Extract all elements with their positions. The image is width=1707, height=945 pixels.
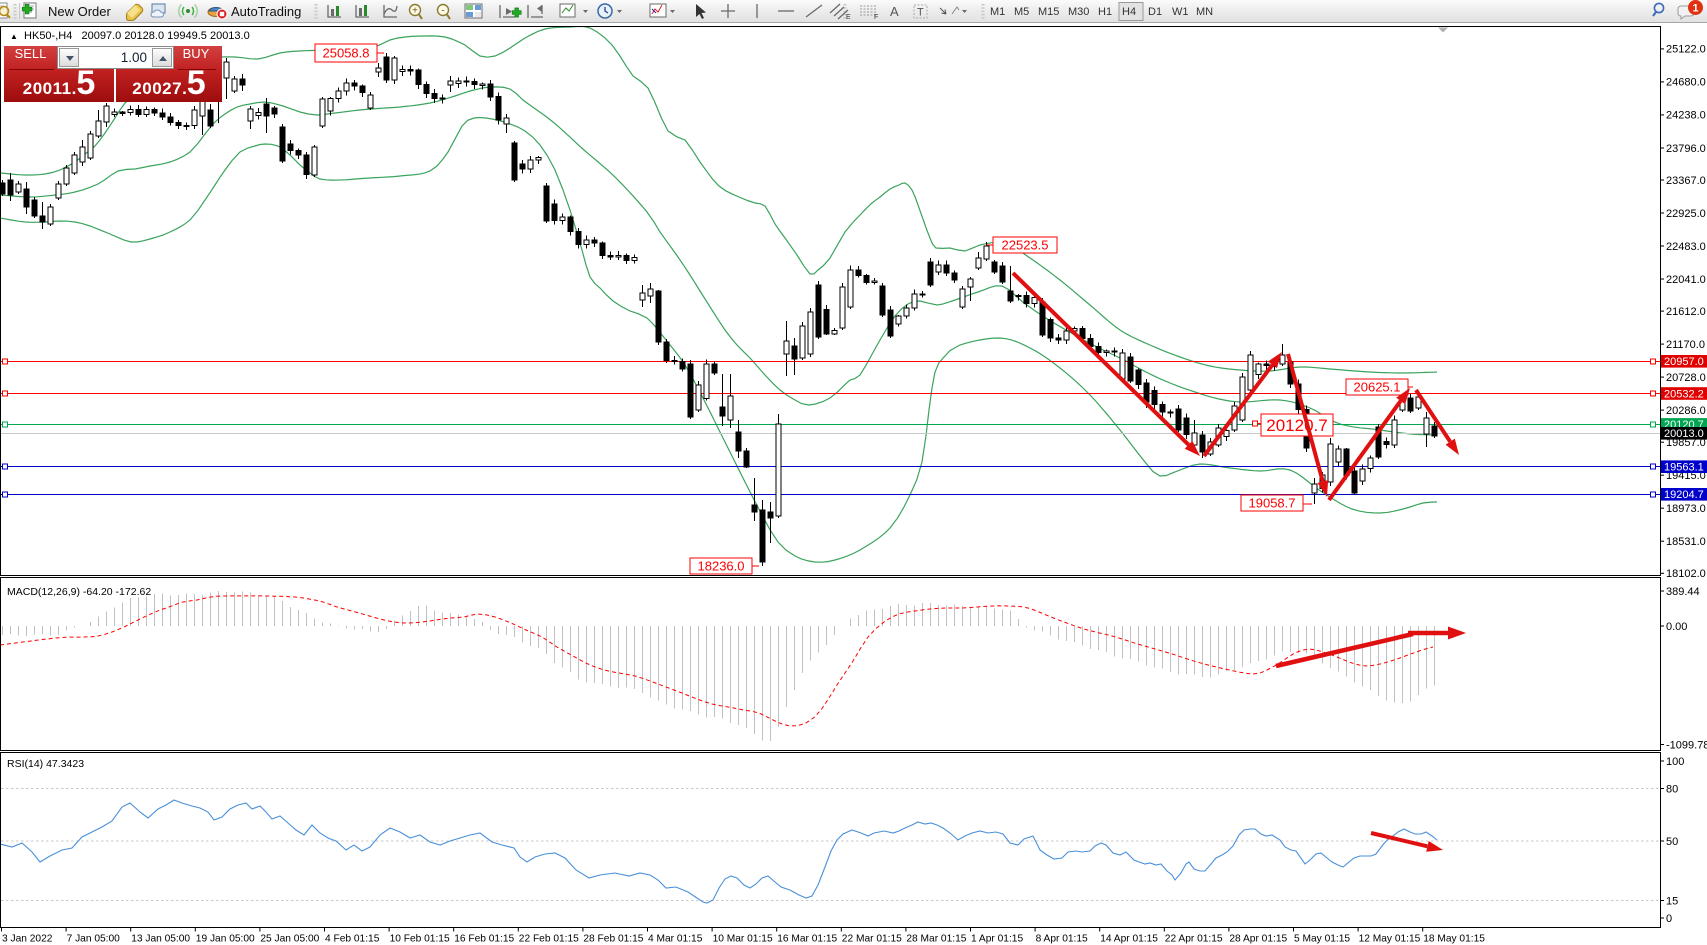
svg-text:20120.7: 20120.7 [1266,416,1327,435]
svg-text:22523.5: 22523.5 [1002,238,1049,253]
svg-text:W1: W1 [1172,6,1189,18]
svg-text:19204.7: 19204.7 [1664,489,1704,501]
svg-text:23367.0: 23367.0 [1666,175,1706,187]
svg-text:25122.0: 25122.0 [1666,44,1706,56]
svg-text:28 Feb 01:15: 28 Feb 01:15 [583,934,643,945]
svg-text:-1099.78: -1099.78 [1666,739,1707,751]
svg-text:22 Apr 01:15: 22 Apr 01:15 [1165,934,1223,945]
svg-text:4 Mar 01:15: 4 Mar 01:15 [648,934,703,945]
svg-text:D1: D1 [1148,6,1162,18]
svg-text:22925.0: 22925.0 [1666,208,1706,220]
svg-text:M30: M30 [1068,6,1089,18]
svg-text:18 May 01:15: 18 May 01:15 [1423,934,1485,945]
svg-text:M1: M1 [990,6,1005,18]
svg-text:10 Feb 01:15: 10 Feb 01:15 [390,934,450,945]
svg-text:28 Mar 01:15: 28 Mar 01:15 [906,934,966,945]
svg-text:22041.0: 22041.0 [1666,274,1706,286]
svg-text:12 May 01:15: 12 May 01:15 [1359,934,1421,945]
svg-text:T: T [917,7,924,19]
svg-text:4 Feb 01:15: 4 Feb 01:15 [325,934,380,945]
svg-text:M5: M5 [1014,6,1029,18]
svg-text:19857.0: 19857.0 [1666,437,1706,449]
svg-text:19 Jan 05:00: 19 Jan 05:00 [196,934,255,945]
svg-text:16 Feb 01:15: 16 Feb 01:15 [454,934,514,945]
svg-text:24238.0: 24238.0 [1666,110,1706,122]
svg-text:18973.0: 18973.0 [1666,503,1706,515]
svg-text:20286.0: 20286.0 [1666,405,1706,417]
svg-text:F: F [874,14,878,21]
svg-text:25 Jan 05:00: 25 Jan 05:00 [260,934,319,945]
svg-text:389.44: 389.44 [1666,586,1700,598]
svg-text:20957.0: 20957.0 [1664,356,1704,368]
svg-text:0.00: 0.00 [1666,621,1687,633]
svg-text:20728.0: 20728.0 [1666,372,1706,384]
svg-text:15: 15 [1666,895,1678,907]
svg-text:50: 50 [1666,836,1678,848]
svg-text:20013.0: 20013.0 [1664,428,1704,440]
svg-text:MN: MN [1196,6,1213,18]
svg-text:25058.8: 25058.8 [323,46,370,61]
svg-text:28 Apr 01:15: 28 Apr 01:15 [1229,934,1287,945]
svg-text:8 Apr 01:15: 8 Apr 01:15 [1036,934,1088,945]
svg-text:5 May 01:15: 5 May 01:15 [1294,934,1350,945]
svg-text:New Order: New Order [48,4,112,19]
svg-text:19563.1: 19563.1 [1664,462,1704,474]
svg-text:22 Mar 01:15: 22 Mar 01:15 [842,934,902,945]
svg-text:M15: M15 [1038,6,1059,18]
svg-text:18531.0: 18531.0 [1666,536,1706,548]
svg-text:H4: H4 [1122,6,1136,18]
svg-text:+: + [412,6,418,17]
svg-text:7 Jan 05:00: 7 Jan 05:00 [67,934,121,945]
svg-text:13 Jan 05:00: 13 Jan 05:00 [131,934,190,945]
svg-text:23796.0: 23796.0 [1666,143,1706,155]
svg-text:18236.0: 18236.0 [698,559,745,574]
svg-text:H1: H1 [1098,6,1112,18]
svg-text:14 Apr 01:15: 14 Apr 01:15 [1100,934,1158,945]
svg-text:1 Apr 01:15: 1 Apr 01:15 [971,934,1023,945]
svg-text:80: 80 [1666,783,1678,795]
svg-text:100: 100 [1666,756,1684,768]
svg-text:-: - [441,6,444,17]
svg-text:3 Jan 2022: 3 Jan 2022 [2,934,53,945]
svg-text:AutoTrading: AutoTrading [231,4,301,19]
svg-text:18102.0: 18102.0 [1666,568,1706,580]
svg-text:A: A [890,4,899,19]
svg-text:1: 1 [1692,3,1698,15]
svg-text:E: E [846,14,851,21]
svg-text:22483.0: 22483.0 [1666,241,1706,253]
svg-text:16 Mar 01:15: 16 Mar 01:15 [777,934,837,945]
svg-text:21170.0: 21170.0 [1666,339,1705,351]
svg-text:10 Mar 01:15: 10 Mar 01:15 [713,934,773,945]
svg-text:21612.0: 21612.0 [1666,306,1706,318]
svg-text:22 Feb 01:15: 22 Feb 01:15 [519,934,579,945]
svg-text:19058.7: 19058.7 [1249,496,1296,511]
svg-text:24680.0: 24680.0 [1666,77,1706,89]
svg-text:20532.2: 20532.2 [1664,388,1704,400]
svg-text:0: 0 [1666,913,1672,925]
svg-text:20625.1: 20625.1 [1354,380,1401,395]
